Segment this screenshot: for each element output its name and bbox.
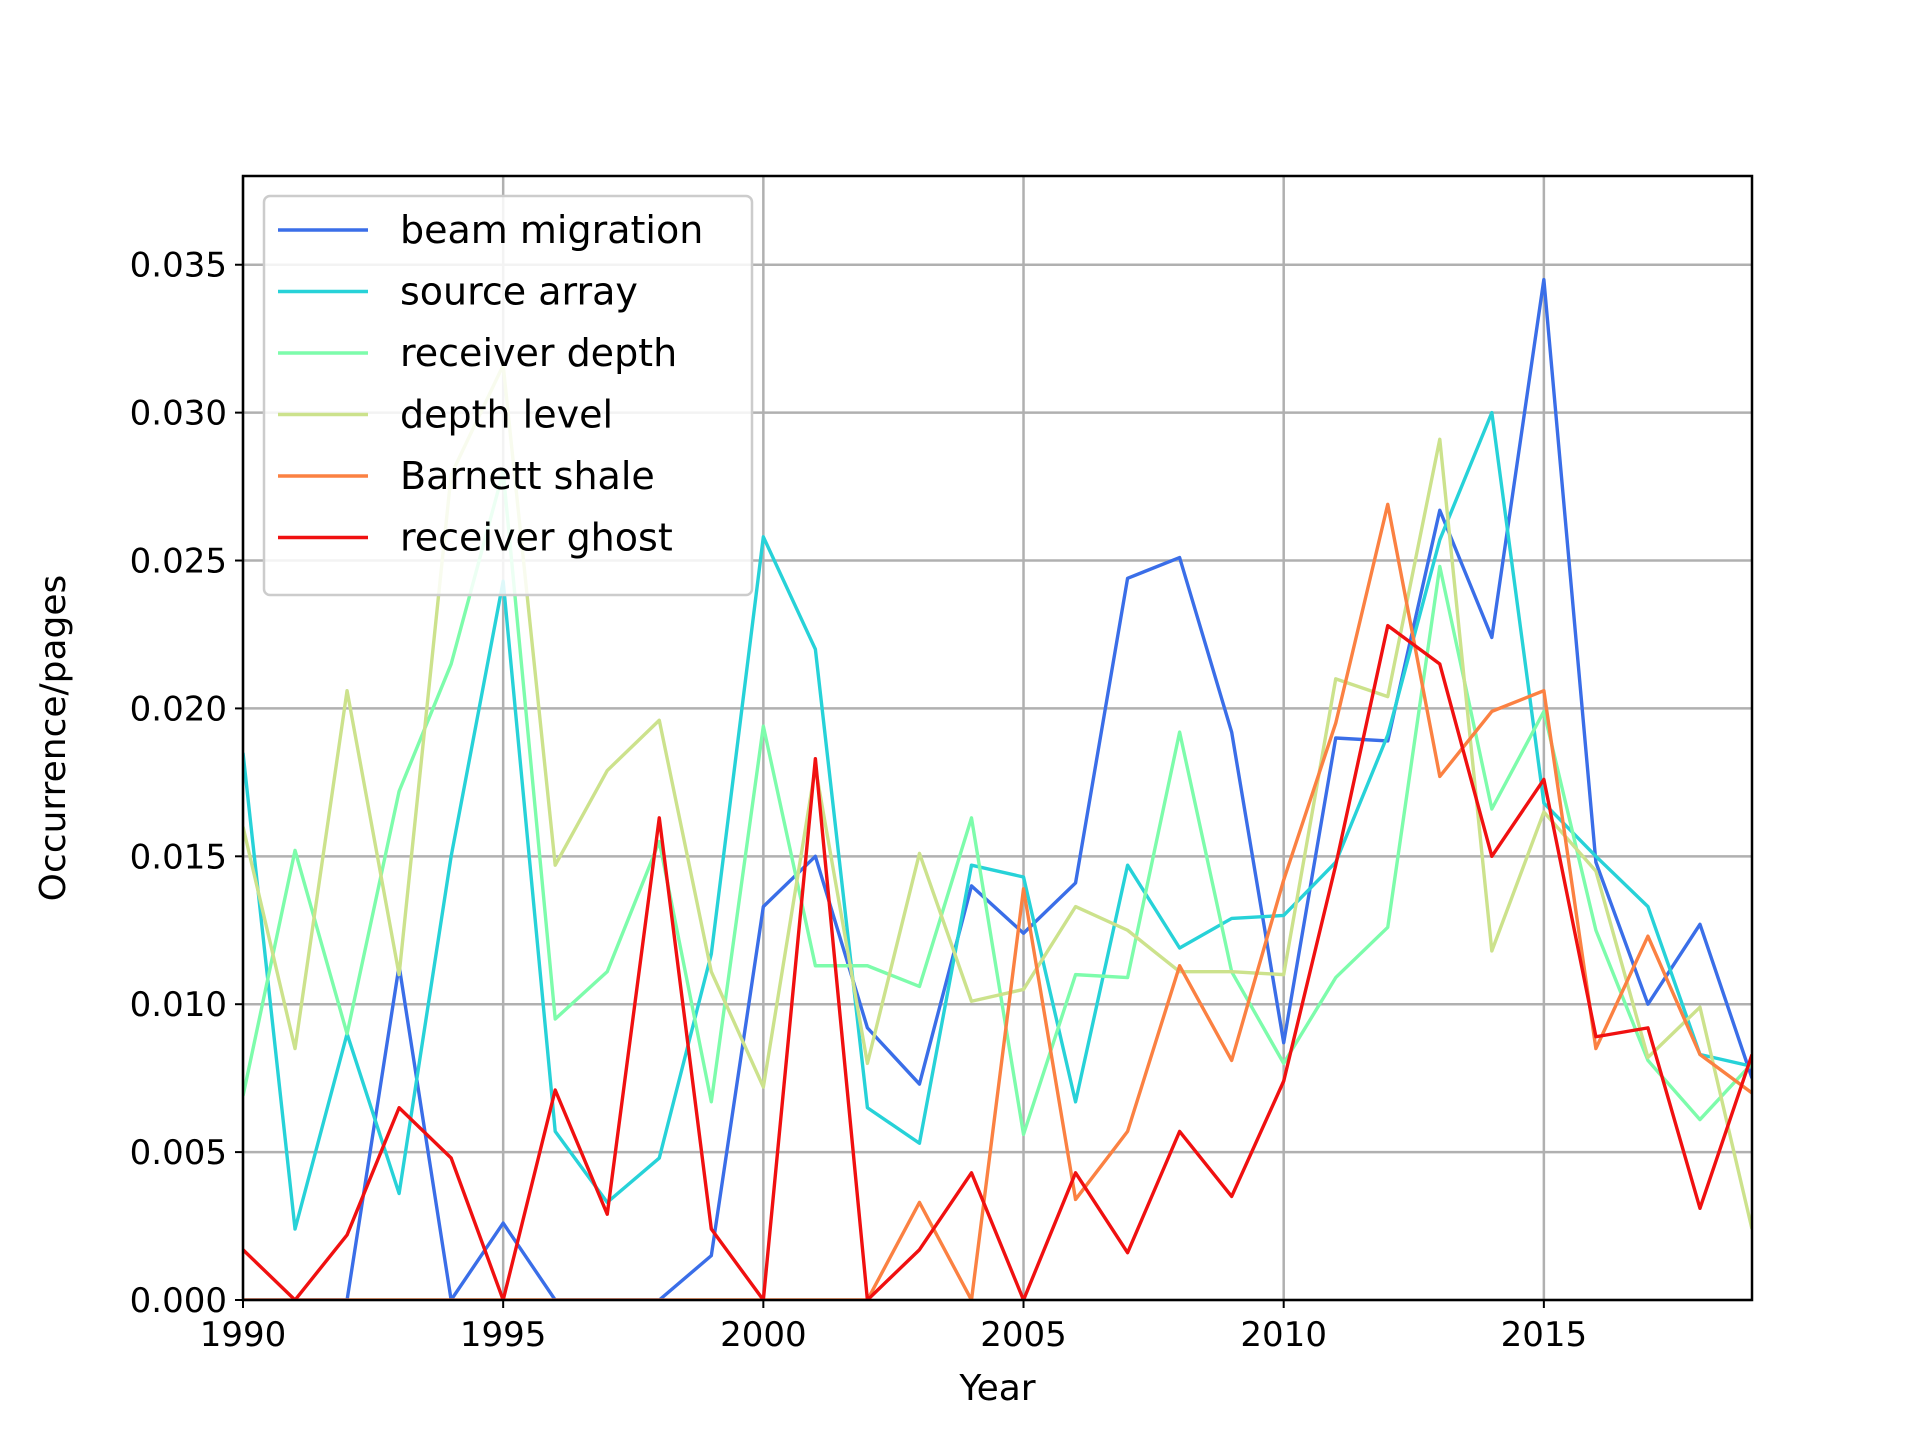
legend-box (262, 194, 754, 597)
plot-frame (241, 174, 1754, 1302)
x-tick-label: 1990 (200, 1315, 287, 1355)
y-tick-label: 0.035 (130, 246, 227, 286)
x-tick-label: 2005 (980, 1315, 1067, 1355)
legend-label: beam migration (400, 208, 703, 252)
series-line-source-array (243, 410, 1752, 1231)
legend-label: source array (400, 270, 638, 314)
y-tick-label: 0.005 (130, 1133, 227, 1173)
y-tick-label: 0.020 (130, 689, 227, 729)
y-tick-label: 0.015 (130, 837, 227, 877)
x-axis-label: Year (958, 1368, 1035, 1409)
x-tick-label: 2010 (1240, 1315, 1327, 1355)
legend-label: receiver ghost (400, 516, 673, 560)
legend-label: Barnett shale (400, 454, 655, 498)
x-tick-label: 2015 (1501, 1315, 1588, 1355)
y-tick-label: 0.000 (130, 1281, 227, 1321)
y-tick-label: 0.030 (130, 394, 227, 434)
y-axis-label: Occurrence/pages (33, 575, 74, 902)
x-tick-label: 1995 (460, 1315, 547, 1355)
x-tick-label: 2000 (720, 1315, 807, 1355)
legend-label: receiver depth (400, 331, 677, 375)
y-tick-label: 0.010 (130, 985, 227, 1025)
legend-label: depth level (400, 393, 613, 437)
series-line-receiver-ghost (243, 623, 1752, 1300)
ticks: 1990 1995 2000 2005 2010 2015 0.000 0.005 0.010 0… (130, 246, 1587, 1355)
series-line-beam-migration (243, 277, 1752, 1300)
legend: beam migration source array receiver depth… (262, 194, 754, 597)
y-tick-label: 0.025 (130, 542, 227, 582)
series-line-barnett-shale (243, 502, 1752, 1300)
